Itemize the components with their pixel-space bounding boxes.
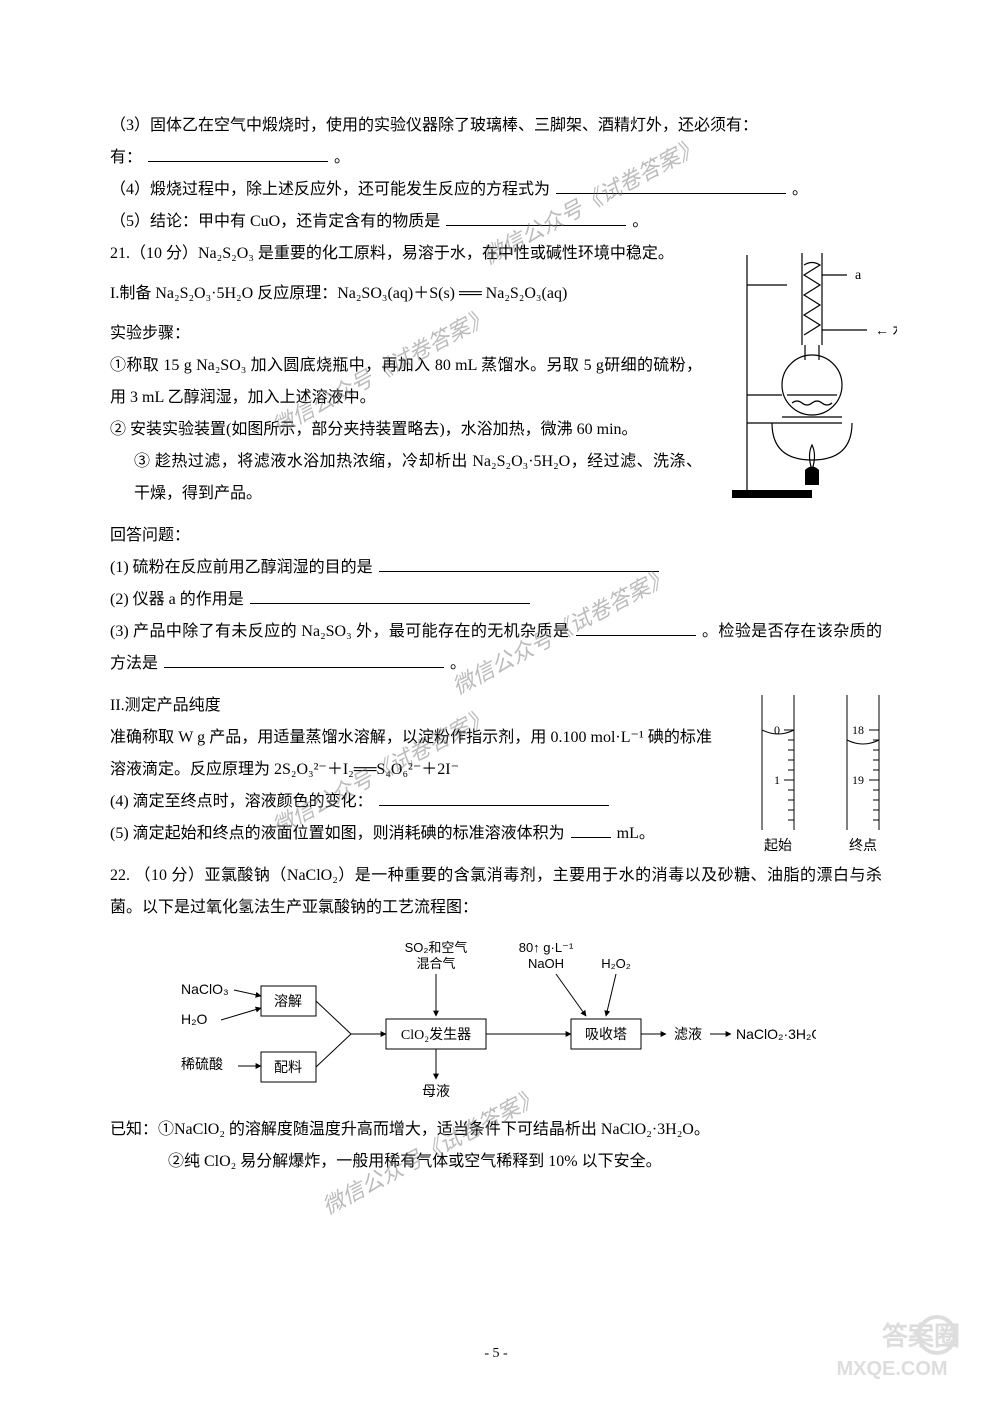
flow-mix: 配料	[274, 1060, 302, 1076]
flow-in-acid: 稀硫酸	[181, 1057, 223, 1073]
q20-part5: （5）结论：甲中有 CuO，还肯定含有的物质是 。	[110, 206, 882, 238]
blank	[164, 652, 444, 668]
q21-a2: (2) 仪器 a 的作用是	[110, 584, 882, 616]
flow-product: NaClO₂·3H₂O	[736, 1026, 816, 1042]
blank	[379, 790, 609, 806]
flowchart-diagram: NaClO₃ H₂O 稀硫酸 溶解 配料 ClO₂发生器 SO₂和空气 混合气 …	[176, 934, 816, 1104]
text: (4) 滴定至终点时，溶液颜色的变化：	[110, 793, 373, 810]
blank	[556, 178, 786, 194]
blank	[576, 620, 696, 636]
apparatus-label-a: a	[855, 268, 862, 283]
q20-part3-blank: 有： 。	[110, 142, 882, 174]
flow-top-naoh-2: NaOH	[528, 956, 564, 971]
cyl-start-label: 起始	[764, 838, 792, 854]
cylinder-diagram: 0 1 18 19 起始 终点	[752, 690, 902, 870]
apparatus-label-water: ← 水	[875, 323, 897, 339]
text: (3) 产品中除了有未反应的 Na₂SO₃ 外，最可能存在的无机杂质是	[110, 623, 569, 640]
flow-filtrate: 滤液	[674, 1027, 702, 1043]
text: （4）煅烧过程中，除上述反应外，还可能发生反应的方程式为	[110, 181, 550, 198]
flow-mother: 母液	[422, 1084, 450, 1100]
q22-known2: ②纯 ClO₂ 易分解爆炸，一般用稀有气体或空气稀释到 10% 以下安全。	[110, 1146, 882, 1178]
blank	[571, 822, 611, 838]
apparatus-diagram: a ← 水	[727, 245, 897, 505]
blank	[250, 588, 530, 604]
flow-top-h2o2: H₂O₂	[601, 956, 631, 971]
text: (5) 滴定起始和终点的液面位置如图，则消耗碘的标准溶液体积为	[110, 825, 565, 842]
cyl-tick-18: 18	[852, 723, 864, 737]
cyl-tick-19: 19	[852, 773, 864, 787]
text-suffix: 。	[334, 149, 350, 166]
text: (2) 仪器 a 的作用是	[110, 591, 244, 608]
cyl-tick-1: 1	[774, 773, 780, 787]
q20-part3: （3）固体乙在空气中煅烧时，使用的实验仪器除了玻璃棒、三脚架、酒精灯外，还必须有…	[110, 110, 882, 142]
q21-a3: (3) 产品中除了有未反应的 Na₂SO₃ 外，最可能存在的无机杂质是 。检验是…	[110, 616, 882, 680]
flow-top-so2-2: 混合气	[416, 956, 455, 971]
text-suffix: 。	[450, 655, 466, 672]
q20-part4: （4）煅烧过程中，除上述反应外，还可能发生反应的方程式为 。	[110, 174, 882, 206]
flow-top-naoh-1: 80↑ g·L⁻¹	[519, 940, 574, 955]
text-suffix: 。	[632, 213, 648, 230]
cyl-tick-0: 0	[774, 723, 780, 737]
flow-top-so2-1: SO₂和空气	[405, 940, 468, 955]
flow-dissolve: 溶解	[274, 994, 302, 1010]
flow-absorber: 吸收塔	[585, 1027, 627, 1043]
blank	[148, 146, 328, 162]
page-number: - 5 -	[0, 1340, 992, 1368]
text: （3）固体乙在空气中煅烧时，使用的实验仪器除了玻璃棒、三脚架、酒精灯外，还必须有…	[110, 117, 758, 134]
q22-known1: 已知：①NaClO₂ 的溶解度随温度升高而增大，适当条件下可结晶析出 NaClO…	[110, 1114, 882, 1146]
blank	[379, 556, 659, 572]
q21-answer-label: 回答问题：	[110, 520, 882, 552]
flow-in-naclo3: NaClO₃	[181, 981, 229, 997]
text-suffix: 。	[792, 181, 808, 198]
blank	[446, 210, 626, 226]
cyl-end-label: 终点	[849, 838, 877, 854]
flow-in-h2o: H₂O	[181, 1011, 208, 1027]
text-prefix: 有：	[110, 149, 142, 166]
text: (1) 硫粉在反应前用乙醇润湿的目的是	[110, 559, 373, 576]
text: mL。	[617, 825, 655, 842]
q21-a1: (1) 硫粉在反应前用乙醇润湿的目的是	[110, 552, 882, 584]
flow-generator: ClO₂发生器	[401, 1027, 471, 1043]
text: （5）结论：甲中有 CuO，还肯定含有的物质是	[110, 213, 440, 230]
